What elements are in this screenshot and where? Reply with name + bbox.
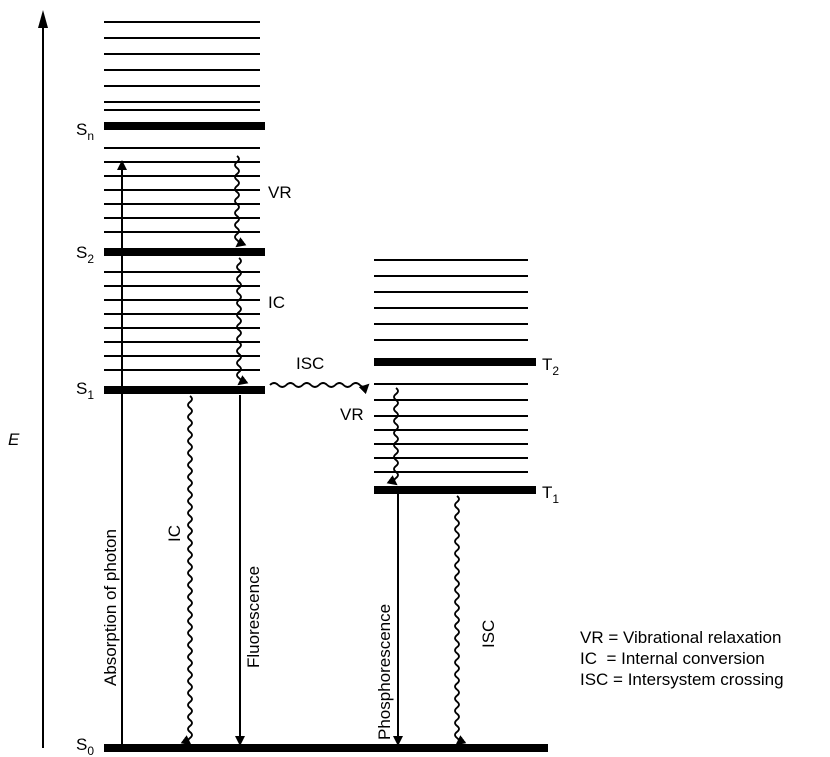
isc-horizontal-label: ISC bbox=[296, 354, 324, 373]
state-label-t1: T1 bbox=[542, 483, 559, 506]
ic-upper-wavy bbox=[236, 257, 249, 386]
legend-item-isc: ISC = Intersystem crossing bbox=[580, 670, 784, 689]
ic-vertical-label: IC bbox=[165, 525, 184, 542]
state-label-sn: Sn bbox=[76, 120, 94, 143]
fluorescence-label: Fluorescence bbox=[244, 566, 263, 668]
vr-upper-label: VR bbox=[268, 183, 292, 202]
ic-upper-label: IC bbox=[268, 293, 285, 312]
legend: VR = Vibrational relaxation IC = Interna… bbox=[580, 627, 784, 690]
state-label-s0: S0 bbox=[76, 735, 94, 757]
state-label-s2: S2 bbox=[76, 243, 94, 266]
absorption-label: Absorption of photon bbox=[101, 529, 120, 686]
energy-axis-arrowhead bbox=[38, 10, 48, 28]
vr-triplet-label: VR bbox=[340, 405, 364, 424]
state-label-s1: S1 bbox=[76, 379, 94, 402]
vr-upper-wavy bbox=[234, 155, 247, 248]
isc-horizontal-wavy bbox=[269, 382, 370, 395]
ic-vertical-wavy bbox=[180, 395, 193, 746]
energy-axis-label: E bbox=[8, 430, 20, 449]
isc-vertical-wavy bbox=[454, 495, 467, 746]
legend-item-ic: IC = Internal conversion bbox=[580, 649, 765, 668]
legend-item-vr: VR = Vibrational relaxation bbox=[580, 628, 782, 647]
phosphorescence-label: Phosphorescence bbox=[375, 604, 394, 740]
isc-vertical-label: ISC bbox=[479, 620, 498, 648]
singlet-levels bbox=[104, 21, 548, 752]
state-label-t2: T2 bbox=[542, 355, 559, 378]
vr-triplet-wavy bbox=[386, 387, 399, 486]
triplet-levels bbox=[374, 259, 536, 494]
